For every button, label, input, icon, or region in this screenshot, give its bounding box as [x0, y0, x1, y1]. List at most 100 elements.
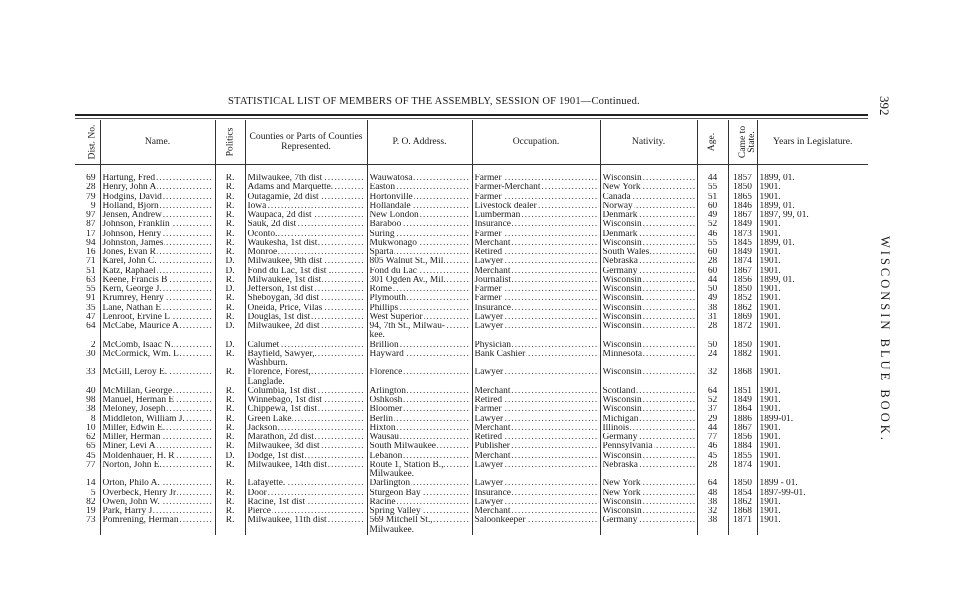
cell-age: 60: [696, 248, 728, 258]
cell-address: 569 Mitchell St., Milwaukee.: [366, 516, 472, 535]
cell-dist-no: 77: [86, 460, 96, 470]
cell-text: Kern, George J: [102, 285, 161, 294]
cell-years: 1901.: [756, 285, 868, 295]
cell-text: Winnebago, 1st dist: [247, 396, 323, 405]
cell-came-to-state: 1857: [727, 174, 757, 184]
cell-text: Bloomer: [369, 405, 404, 415]
cell-occupation: Farmer: [471, 229, 600, 239]
cell-text: Wisconsin: [602, 451, 643, 461]
cell-politics: R.: [214, 183, 245, 193]
cell-text: Jefferson, 1st dist: [247, 285, 315, 294]
table-row: 63 Keene, Francis B R.Milwaukee, 1st dist 3…: [75, 275, 868, 285]
cell-nativity: Germany: [599, 266, 697, 276]
cell-text: Lawyer: [474, 414, 505, 424]
cell-counties: Waupaca, 2d dist: [244, 211, 367, 221]
cell-counties: Winnebago, 1st dist: [244, 396, 367, 406]
page-title: STATISTICAL LIST OF MEMBERS OF THE ASSEM…: [228, 96, 640, 107]
cell-text: South Milwaukee: [369, 442, 437, 452]
cell-came-to-state: 1855: [727, 451, 757, 461]
cell-text: Miller, Edwin E.: [102, 423, 167, 433]
cell-name: Miller, Edwin E.: [99, 423, 215, 433]
cell-name: Krumrey, Henry: [99, 294, 215, 304]
cell-text: Farmer: [474, 192, 503, 202]
cell-came-to-state: 1862: [727, 497, 757, 507]
cell-age: 31: [696, 312, 728, 322]
cell-counties: Adams and Marquette.: [244, 183, 367, 193]
cell-politics: R.: [214, 396, 245, 406]
cell-politics: D.: [214, 266, 245, 276]
cell-occupation: Lawyer: [471, 460, 600, 480]
cell-text: Orton, Philo A.: [102, 479, 161, 489]
cell-politics: R.: [214, 211, 245, 221]
cell-occupation: Publisher: [471, 442, 600, 452]
cell-text: Germany: [602, 266, 639, 276]
cell-occupation: Farmer: [471, 294, 600, 304]
cell-name: McGill, Leroy E.: [99, 368, 215, 387]
cell-years: 1899-01.: [756, 414, 868, 424]
cell-text: Owen, John W.: [102, 497, 161, 507]
cell-years: 1901.: [756, 229, 868, 239]
cell-text: Krumrey, Henry: [102, 294, 165, 304]
cell-years: 1901.: [756, 507, 868, 517]
cell-text: Scotland: [602, 386, 637, 396]
cell-address: Hortonville: [366, 192, 472, 202]
cell-age: 29: [696, 414, 728, 424]
cell-name: Johnson, Henry: [99, 229, 215, 239]
cell-age: 44: [696, 275, 728, 285]
cell-text: Adams and Marquette.: [247, 183, 335, 193]
cell-text: Sturgeon Bay: [369, 488, 422, 498]
cell-text: Oconto.: [247, 229, 279, 239]
cell-name: Overbeck, Henry Jr: [99, 488, 215, 498]
cell-text: Hollandale: [369, 201, 412, 211]
cell-address: 805 Walnut St., Mil: [366, 257, 472, 267]
cell-nativity: Denmark: [599, 211, 697, 221]
cell-text: Johnson, Franklin: [102, 220, 171, 230]
cell-text: Miller, Herman: [102, 433, 162, 442]
cell-text: Lawyer: [474, 322, 505, 331]
cell-nativity: New York: [599, 488, 697, 498]
cell-name: Hartung, Fred: [99, 174, 215, 184]
cell-came-to-state: 1862: [727, 303, 757, 313]
table-row: 91 Krumrey, Henry R.Sheboygan, 3d dist Plym…: [75, 294, 868, 304]
table-row: 2 McComb, Isaac N. D.Calumet Brillion Physic…: [75, 340, 868, 350]
cell-text: Spring Valley: [369, 507, 422, 516]
cell-text: Milwaukee, 1st dist: [247, 275, 323, 285]
cell-nativity: Minnesota: [599, 349, 697, 369]
cell-came-to-state: 1850: [727, 479, 757, 489]
cell-address: West Superior: [366, 312, 472, 322]
table-row: 40 McMillan, George R.Columbia, 1st dist Ar…: [75, 386, 868, 396]
cell-years: 1901.: [756, 303, 868, 313]
cell-name: Hodgins, David: [99, 192, 215, 202]
cell-text: Merchant: [474, 423, 512, 433]
cell-text: Livestock dealer: [474, 201, 538, 211]
cell-address: South Milwaukee: [366, 442, 472, 452]
cell-text: 94, 7th St., Milwau- kee.: [369, 322, 446, 341]
cell-text: Hixton: [369, 423, 397, 433]
cell-came-to-state: 1882: [727, 349, 757, 369]
cell-dist-no: 51: [86, 266, 96, 276]
cell-counties: Green Lake: [244, 414, 367, 424]
cell-politics: R.: [214, 349, 245, 369]
cell-text: Miner, Levi A: [102, 442, 157, 452]
table-row: 79 Hodgins, David R.Outagamie, 2d dist Hort…: [75, 192, 868, 202]
header-counties: Counties or Parts of Counties Represente…: [244, 120, 367, 165]
cell-counties: Milwaukee, 11th dist: [244, 516, 367, 535]
cell-text: Merchant: [474, 507, 512, 516]
cell-occupation: Lawyer: [471, 414, 600, 424]
cell-text: Phillips: [369, 303, 400, 313]
cell-text: Outagamie, 2d dist: [247, 192, 320, 202]
cell-name: McCormick, Wm. L: [99, 349, 215, 369]
cell-address: Brillion: [366, 340, 472, 350]
cell-dist-no: 91: [86, 294, 96, 304]
cell-came-to-state: 1865: [727, 192, 757, 202]
top-rule-thin: [75, 118, 868, 119]
cell-occupation: Saloonkeeper: [471, 516, 600, 535]
cell-came-to-state: 1868: [727, 507, 757, 517]
cell-years: 1901.: [756, 460, 868, 480]
cell-nativity: South Wales: [599, 248, 697, 258]
cell-came-to-state: 1845: [727, 238, 757, 248]
cell-text: Farmer-Merchant: [474, 183, 542, 193]
table-row: 33 McGill, Leroy E. R.Florence, Forest, La…: [75, 368, 868, 387]
cell-text: Milwaukee, 2d dist: [247, 322, 321, 331]
cell-years: 1899, 01.: [756, 275, 868, 285]
